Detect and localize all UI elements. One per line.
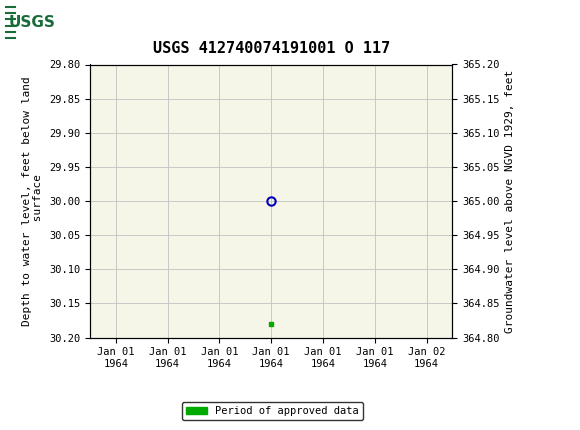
Y-axis label: Depth to water level, feet below land
 surface: Depth to water level, feet below land su…	[22, 76, 44, 326]
Legend: Period of approved data: Period of approved data	[182, 402, 363, 421]
Text: USGS: USGS	[9, 15, 55, 30]
FancyBboxPatch shape	[6, 4, 64, 41]
Y-axis label: Groundwater level above NGVD 1929, feet: Groundwater level above NGVD 1929, feet	[505, 69, 515, 333]
Title: USGS 412740074191001 O 117: USGS 412740074191001 O 117	[153, 41, 390, 56]
